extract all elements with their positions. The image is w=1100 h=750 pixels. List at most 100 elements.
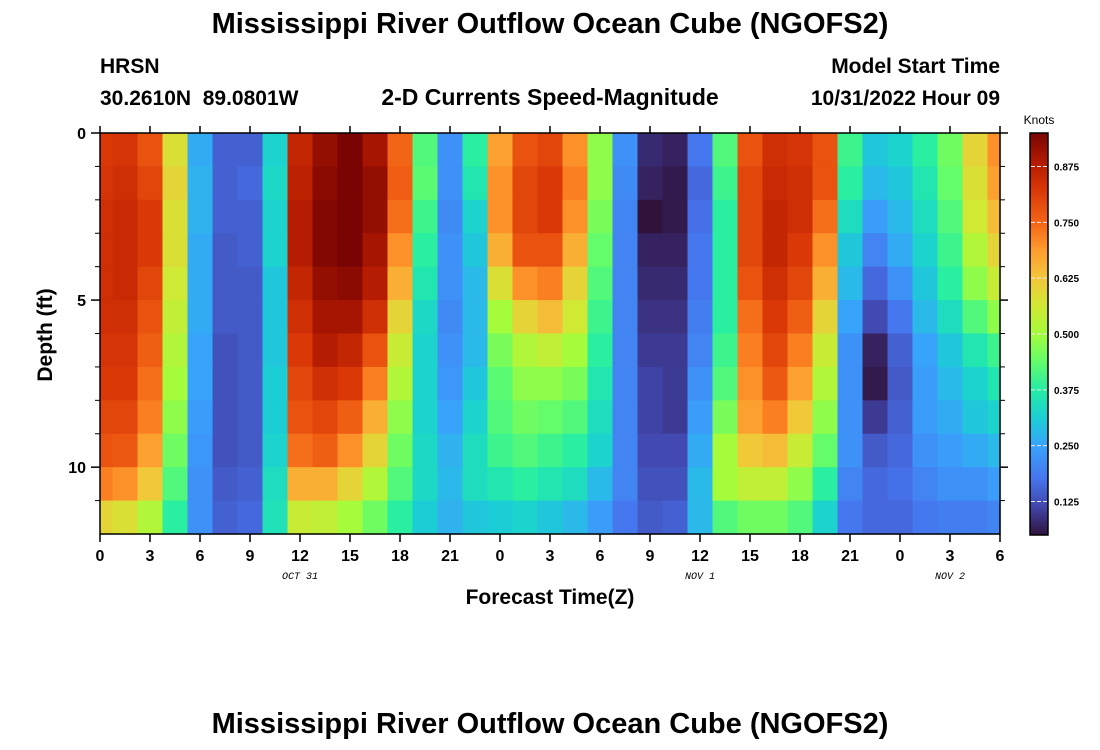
heatmap-cell — [312, 233, 339, 268]
heatmap-cell — [462, 233, 489, 268]
heatmap-cell — [100, 300, 114, 335]
heatmap-cell — [412, 300, 439, 335]
heatmap-cell — [362, 500, 389, 535]
heatmap-cell — [637, 233, 664, 268]
x-tick-label: 3 — [146, 548, 155, 565]
heatmap-cell — [262, 433, 289, 468]
heatmap-cell — [562, 300, 589, 335]
heatmap-cell — [562, 166, 589, 201]
heatmap-cell — [312, 300, 339, 335]
heatmap-cell — [562, 500, 589, 535]
heatmap-cell — [137, 166, 164, 201]
heatmap-cell — [187, 467, 214, 502]
heatmap-cell — [887, 300, 914, 335]
heatmap-cell — [787, 333, 814, 368]
heatmap-cell — [437, 366, 464, 401]
heatmap-cell — [487, 400, 514, 435]
heatmap-cell — [762, 266, 789, 301]
heatmap-cell — [387, 266, 414, 301]
x-tick-label: 18 — [791, 548, 809, 565]
heatmap-cell — [612, 133, 639, 168]
heatmap-cell — [412, 366, 439, 401]
heatmap-cell — [237, 433, 264, 468]
heatmap-cell — [312, 199, 339, 234]
heatmap-cell — [512, 233, 539, 268]
heatmap-cell — [962, 366, 989, 401]
heatmap-cell — [737, 333, 764, 368]
heatmap-cell — [487, 266, 514, 301]
heatmap-cell — [187, 433, 214, 468]
heatmap-cell — [837, 233, 864, 268]
heatmap-cell — [137, 333, 164, 368]
heatmap-cell — [537, 233, 564, 268]
heatmap-cell — [712, 467, 739, 502]
heatmap-cell — [962, 400, 989, 435]
heatmap-cell — [712, 300, 739, 335]
heatmap-cell — [362, 467, 389, 502]
heatmap-cell — [137, 467, 164, 502]
heatmap-cell — [337, 300, 364, 335]
heatmap-cell — [387, 467, 414, 502]
heatmap-cell — [162, 133, 189, 168]
heatmap-cell — [387, 133, 414, 168]
heatmap-cell — [612, 199, 639, 234]
heatmap-cell — [637, 300, 664, 335]
x-axis-label: Forecast Time(Z) — [466, 586, 635, 609]
heatmap-cell — [362, 366, 389, 401]
heatmap-cell — [662, 433, 689, 468]
heatmap-cell — [187, 133, 214, 168]
heatmap-cell — [862, 300, 889, 335]
heatmap-cell — [512, 266, 539, 301]
heatmap-cell — [962, 233, 989, 268]
heatmap-cell — [387, 300, 414, 335]
heatmap-cell — [287, 166, 314, 201]
heatmap-cell — [762, 133, 789, 168]
heatmap-cell — [362, 400, 389, 435]
x-tick-label: 12 — [291, 548, 309, 565]
heatmap-cell — [412, 233, 439, 268]
heatmap-cell — [862, 266, 889, 301]
heatmap-cell — [662, 300, 689, 335]
heatmap-cell — [162, 199, 189, 234]
heatmap-cell — [862, 400, 889, 435]
heatmap-cell — [887, 500, 914, 535]
heatmap-cell — [262, 133, 289, 168]
heatmap-cell — [337, 467, 364, 502]
heatmap-cell — [262, 366, 289, 401]
heatmap-cell — [337, 366, 364, 401]
heatmap-cell — [237, 400, 264, 435]
heatmap-cell — [337, 400, 364, 435]
heatmap-cell — [487, 166, 514, 201]
heatmap-cell — [100, 467, 114, 502]
heatmap-cell — [237, 333, 264, 368]
heatmap-cell — [387, 433, 414, 468]
heatmap-cell — [762, 467, 789, 502]
heatmap-cell — [962, 266, 989, 301]
heatmap-cell — [437, 467, 464, 502]
heatmap-cell — [387, 400, 414, 435]
heatmap-cell — [562, 233, 589, 268]
x-tick-label: 21 — [441, 548, 459, 565]
heatmap-cell — [137, 199, 164, 234]
heatmap-cell — [762, 400, 789, 435]
heatmap-cell — [687, 366, 714, 401]
chart-subtitle: 2-D Currents Speed-Magnitude — [381, 84, 719, 110]
colorbar-label: Knots — [1024, 113, 1055, 127]
heatmap-cell — [737, 400, 764, 435]
heatmap-cell — [362, 266, 389, 301]
heatmap-cell — [587, 467, 614, 502]
heatmap-cell — [387, 500, 414, 535]
heatmap-cell — [912, 433, 939, 468]
heatmap-cell — [837, 433, 864, 468]
heatmap-cell — [137, 233, 164, 268]
heatmap-cell — [937, 300, 964, 335]
station-coordinates: 30.2610N 89.0801W — [100, 87, 299, 110]
heatmap-cell — [787, 133, 814, 168]
heatmap-cell — [637, 500, 664, 535]
heatmap-cell — [512, 133, 539, 168]
heatmap-cell — [587, 433, 614, 468]
x-tick-label: 6 — [196, 548, 205, 565]
heatmap-cell — [212, 199, 239, 234]
heatmap-cell — [337, 500, 364, 535]
heatmap-cell — [237, 266, 264, 301]
